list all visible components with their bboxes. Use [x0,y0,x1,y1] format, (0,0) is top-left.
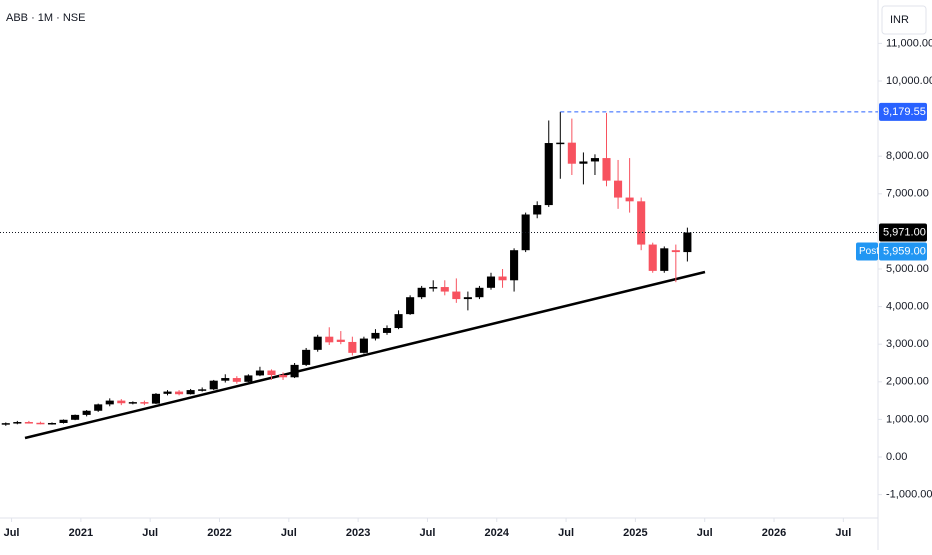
y-tick-label: 5,000.00 [886,263,929,275]
candle-body [278,375,288,378]
candle-body [105,400,114,405]
y-tick-label: 3,000.00 [886,338,929,350]
x-tick-label: Jul [835,527,851,539]
last-price-badge [879,223,927,242]
candle-body [209,380,218,390]
candle-body [463,297,472,300]
candle-body [382,328,392,333]
x-tick-label: Jul [281,527,297,539]
candle-body [117,400,126,404]
x-tick-label: Jul [697,527,713,539]
candle-body [625,197,634,202]
x-tick-label: 2023 [346,527,370,539]
candle-body [371,332,380,339]
x-tick-label: 2026 [762,527,786,539]
y-tick-label: 2,000.00 [886,376,929,388]
x-tick-label: 2021 [69,527,93,539]
x-tick-label: Jul [142,527,158,539]
candle-body [533,205,542,215]
candle-body [255,370,264,376]
candle-body [313,336,322,350]
candle-body [198,389,207,391]
y-tick-label: 1,000.00 [886,413,929,425]
currency: INR [890,14,909,26]
candle-body [140,402,149,404]
chart-title: ABB · 1M · NSE [6,12,85,24]
candle-body [244,375,253,382]
y-tick-label: 7,000.00 [886,188,929,200]
candle-body [1,423,10,425]
candle-body [671,250,680,253]
candle-body [59,419,68,423]
candle-body [232,378,241,382]
candle-body [417,287,426,298]
y-tick-label: -1,000.00 [886,489,932,501]
candle-body [440,287,449,292]
x-tick-label: Jul [4,527,20,539]
candle-body [71,414,80,420]
candle-body [602,158,611,181]
candle-body [47,422,57,425]
y-tick-label: 8,000.00 [886,150,929,162]
candle-body [614,180,623,198]
candle-body [267,370,276,376]
candle-body [175,391,184,395]
last-price-label: 5,971.00 [883,226,926,238]
high-badge [879,102,927,121]
candle-body [151,393,161,404]
candle-body [567,142,576,164]
candle-body [163,391,172,394]
candle-body [348,341,357,353]
candle-body [290,364,299,378]
x-tick-label: 2025 [623,527,647,539]
candle-body [683,232,692,253]
post-tag-bg [856,242,878,261]
candle-body [336,339,345,342]
candle-body [128,402,137,404]
candle-body [544,143,553,206]
candle-body [302,349,311,365]
candle-body [498,276,507,281]
candle-body [325,336,334,343]
x-tick-label: Jul [419,527,435,539]
candle-body [36,422,45,425]
candle-body [13,422,22,424]
high-label: 9,179.55 [883,106,926,118]
candle-body [394,314,403,329]
candle-body [429,287,438,289]
currency-box[interactable] [881,5,927,35]
candle-body [590,158,600,162]
candle-body [24,422,33,424]
trendline [24,270,706,440]
post-tag: Post [859,246,879,257]
candle-body [556,142,565,145]
candle-body [579,161,588,164]
candle-body [94,404,103,411]
candle-body [186,390,195,395]
candle-body [406,297,415,315]
y-tick-label: 0.00 [886,451,907,463]
post-badge [879,242,927,261]
y-tick-label: 10,000.00 [886,75,932,87]
candle-body [475,287,484,298]
post-label: 5,959.00 [883,245,926,257]
x-tick-label: 2024 [485,527,510,539]
x-tick-label: 2022 [207,527,231,539]
y-tick-label: 4,000.00 [886,301,929,313]
x-tick-label: Jul [558,527,574,539]
y-tick-label: 11,000.00 [886,37,932,49]
candle-body [660,248,669,271]
candle-body [486,276,496,288]
candle-body [648,244,657,271]
candle-body [510,250,519,281]
candle-body [359,338,368,353]
candle-body [221,378,230,381]
candle-body [452,291,461,300]
candle-body [637,201,646,245]
candle-body [82,410,91,415]
